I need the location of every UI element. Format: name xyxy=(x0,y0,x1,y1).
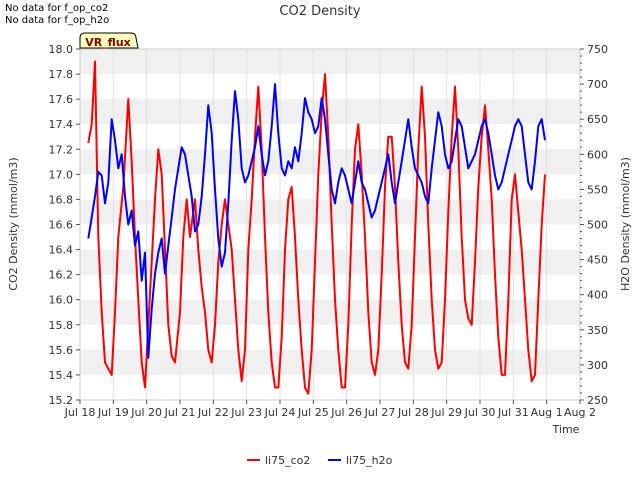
x-tick-label: Aug 2 xyxy=(564,406,596,419)
left-tick-label: 15.6 xyxy=(49,344,74,357)
left-tick-label: 17.8 xyxy=(49,68,74,81)
right-tick-label: 550 xyxy=(587,183,608,196)
left-tick-label: 17.0 xyxy=(49,168,74,181)
background-band xyxy=(80,74,580,100)
legend-label-co2: li75_co2 xyxy=(265,454,310,467)
left-tick-label: 18.0 xyxy=(49,43,74,56)
left-tick-label: 15.8 xyxy=(49,319,74,332)
right-tick-label: 700 xyxy=(587,78,608,91)
left-tick-label: 16.0 xyxy=(49,294,74,307)
right-tick-label: 500 xyxy=(587,219,608,232)
background-band xyxy=(80,99,580,125)
right-tick-label: 300 xyxy=(587,359,608,372)
left-axis-ticks: 15.2 15.4 15.6 15.8 16.0 16.2 16.4 16.6 16.8 17.0… xyxy=(49,43,80,407)
right-tick-label: 750 xyxy=(587,43,608,56)
background-band xyxy=(80,49,580,75)
x-axis-label: Time xyxy=(552,423,580,436)
badge-shape xyxy=(79,32,139,49)
left-tick-label: 17.2 xyxy=(49,143,74,156)
x-axis-ticks: Jul 18 Jul 19 Jul 20 Jul 21 Jul 22 Jul 23 Jul … xyxy=(64,400,596,419)
series-line-li75_co2 xyxy=(87,60,546,395)
right-tick-label: 350 xyxy=(587,324,608,337)
no-data-note-co2: No data for f_op_co2 xyxy=(5,3,109,14)
left-tick-label: 15.2 xyxy=(49,394,74,407)
left-axis-label: CO2 Density (mmol/m3) xyxy=(7,157,20,290)
left-tick-label: 15.4 xyxy=(49,369,74,382)
background-band xyxy=(80,374,580,400)
x-tick-label: Jul 23 xyxy=(230,406,262,419)
right-tick-label: 250 xyxy=(587,394,608,407)
background-band xyxy=(80,124,580,150)
background-band xyxy=(80,349,580,375)
x-tick-label: Jul 25 xyxy=(297,406,329,419)
x-tick-label: Jul 28 xyxy=(397,406,429,419)
left-tick-label: 16.6 xyxy=(49,219,74,232)
x-tick-label: Jul 22 xyxy=(197,406,229,419)
background-band xyxy=(80,299,580,325)
legend: li75_co2 li75_h2o xyxy=(247,454,393,467)
x-tick-label: Jul 29 xyxy=(430,406,462,419)
right-tick-label: 650 xyxy=(587,113,608,126)
left-tick-label: 17.6 xyxy=(49,93,74,106)
series-layer xyxy=(87,60,546,395)
left-tick-label: 16.2 xyxy=(49,269,74,282)
x-tick-label: Jul 21 xyxy=(164,406,196,419)
x-tick-label: Jul 19 xyxy=(97,406,129,419)
x-tick-label: Jul 27 xyxy=(364,406,396,419)
left-tick-label: 17.4 xyxy=(49,118,74,131)
x-tick-label: Jul 26 xyxy=(330,406,362,419)
right-tick-label: 400 xyxy=(587,289,608,302)
background-band xyxy=(80,224,580,250)
badge-label: VR_flux xyxy=(85,36,131,49)
background-band xyxy=(80,324,580,350)
right-tick-label: 600 xyxy=(587,148,608,161)
x-tick-label: Jul 30 xyxy=(464,406,496,419)
background-bands xyxy=(80,49,580,400)
series-line-li75_h2o xyxy=(87,83,546,359)
vr-flux-badge: VR_flux xyxy=(79,32,139,49)
chart-title: CO2 Density xyxy=(279,4,360,19)
left-tick-label: 16.8 xyxy=(49,193,74,206)
x-tick-label: Jul 20 xyxy=(130,406,162,419)
right-axis-ticks: 250 300 350 400 450 500 550 600 650 700 750 xyxy=(580,43,608,407)
x-tick-label: Aug 1 xyxy=(531,406,563,419)
x-tick-label: Jul 31 xyxy=(497,406,529,419)
x-tick-label: Jul 24 xyxy=(264,406,296,419)
legend-label-h2o: li75_h2o xyxy=(346,454,393,467)
left-tick-label: 16.4 xyxy=(49,244,74,257)
right-axis-label: H2O Density (mmol/m3) xyxy=(619,157,632,291)
x-tick-label: Jul 18 xyxy=(64,406,96,419)
right-tick-label: 450 xyxy=(587,254,608,267)
no-data-note-h2o: No data for f_op_h2o xyxy=(5,15,110,26)
